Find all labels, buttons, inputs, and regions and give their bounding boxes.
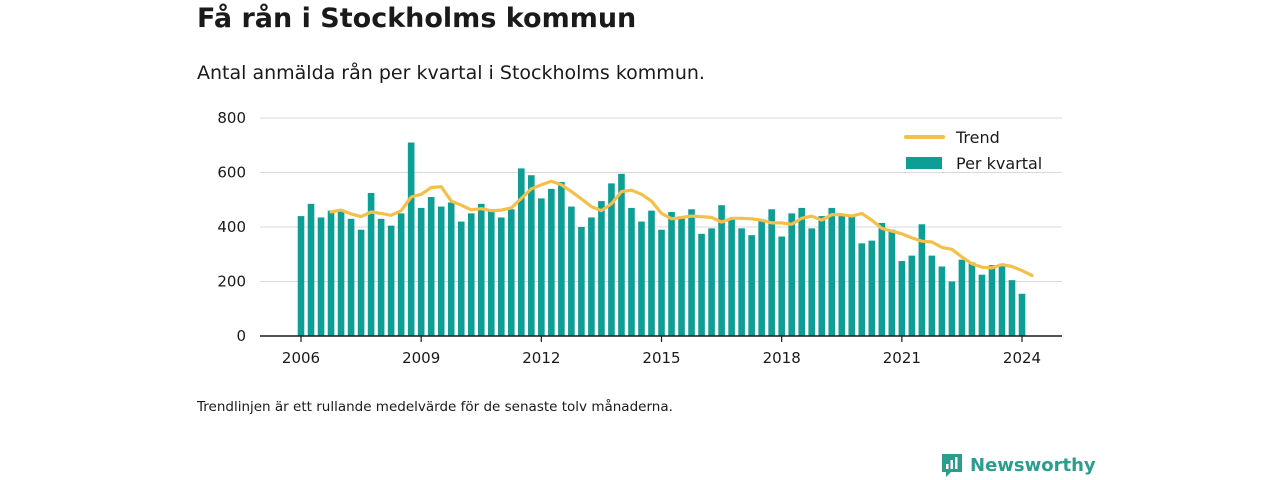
bar xyxy=(708,228,715,336)
bar xyxy=(538,198,545,336)
legend-label-trend: Trend xyxy=(955,128,1000,147)
bar xyxy=(528,175,535,336)
y-tick-label: 200 xyxy=(217,273,246,291)
y-tick-label: 400 xyxy=(217,218,246,236)
bar xyxy=(988,265,996,336)
bar xyxy=(678,217,685,336)
bar xyxy=(327,210,335,336)
bar xyxy=(548,188,555,336)
bar xyxy=(297,216,305,336)
bar xyxy=(367,192,375,336)
bar xyxy=(658,229,665,336)
bar xyxy=(487,210,495,336)
bar xyxy=(978,274,986,336)
bar xyxy=(337,210,345,336)
bar xyxy=(858,243,866,336)
bar xyxy=(998,263,1006,336)
x-tick-label: 2018 xyxy=(763,349,801,367)
x-tick-label: 2021 xyxy=(883,349,921,367)
x-tick-label: 2009 xyxy=(402,349,440,367)
bar xyxy=(568,206,575,336)
bar xyxy=(387,225,395,336)
x-tick-label: 2024 xyxy=(1003,349,1041,367)
x-tick-label: 2015 xyxy=(642,349,680,367)
bar xyxy=(668,212,675,336)
brand-name: Newsworthy xyxy=(970,454,1096,476)
chart-subtitle: Antal anmälda rån per kvartal i Stockhol… xyxy=(197,62,705,84)
bar xyxy=(928,255,936,336)
bar xyxy=(868,240,876,336)
bar xyxy=(918,224,926,336)
bar xyxy=(507,209,515,336)
bar xyxy=(317,217,325,336)
bar xyxy=(427,197,435,336)
bar xyxy=(968,262,976,336)
bar xyxy=(808,228,816,336)
bar xyxy=(898,261,906,336)
y-tick-label: 0 xyxy=(236,327,246,345)
legend-swatch-bars xyxy=(906,157,942,169)
bar xyxy=(1018,293,1026,336)
chart-footnote: Trendlinjen är ett rullande medelvärde f… xyxy=(197,399,673,415)
bar xyxy=(407,142,415,336)
bar xyxy=(347,218,355,336)
bar xyxy=(598,201,605,336)
bar xyxy=(908,255,916,336)
bar xyxy=(437,206,445,336)
bar xyxy=(447,202,455,336)
bar xyxy=(588,217,595,336)
legend: Trend Per kvartal xyxy=(904,128,1042,173)
bar xyxy=(457,221,465,336)
legend-label-bars: Per kvartal xyxy=(956,154,1042,173)
bar xyxy=(798,207,805,336)
brand-logo: Newsworthy xyxy=(940,450,1096,480)
bar xyxy=(477,203,485,336)
bar xyxy=(608,183,615,336)
bar xyxy=(307,203,315,336)
bar xyxy=(778,236,785,336)
bar xyxy=(958,259,966,336)
bar xyxy=(848,216,856,336)
bar xyxy=(738,228,745,336)
bar xyxy=(838,214,846,336)
bar xyxy=(758,220,765,336)
bar xyxy=(748,235,755,336)
trend-line xyxy=(329,179,1034,278)
bar xyxy=(638,221,645,336)
bar xyxy=(558,182,565,336)
bar xyxy=(467,213,475,336)
bar xyxy=(1008,280,1016,336)
bar xyxy=(948,281,956,336)
bar xyxy=(357,229,365,336)
x-tick-label: 2012 xyxy=(522,349,560,367)
bar xyxy=(818,216,826,336)
bar xyxy=(397,213,405,336)
bar xyxy=(518,168,525,336)
bar xyxy=(628,207,635,336)
bar xyxy=(417,207,425,336)
newsworthy-logo-icon xyxy=(942,454,962,477)
bar xyxy=(497,217,505,336)
bar xyxy=(377,218,385,336)
x-tick-label: 2006 xyxy=(282,349,320,367)
bar xyxy=(688,209,695,336)
bar xyxy=(578,227,585,336)
bar xyxy=(878,222,886,336)
bar xyxy=(718,205,725,336)
bar xyxy=(768,209,775,336)
bar xyxy=(938,266,946,336)
bar xyxy=(698,233,705,336)
chart-title: Få rån i Stockholms kommun xyxy=(197,3,637,34)
bar xyxy=(728,218,735,336)
bar xyxy=(888,229,896,336)
bar xyxy=(648,210,655,336)
bar xyxy=(788,213,795,336)
bar xyxy=(828,207,836,336)
y-tick-label: 600 xyxy=(217,164,246,182)
bar xyxy=(618,173,625,336)
y-tick-label: 800 xyxy=(217,109,246,127)
